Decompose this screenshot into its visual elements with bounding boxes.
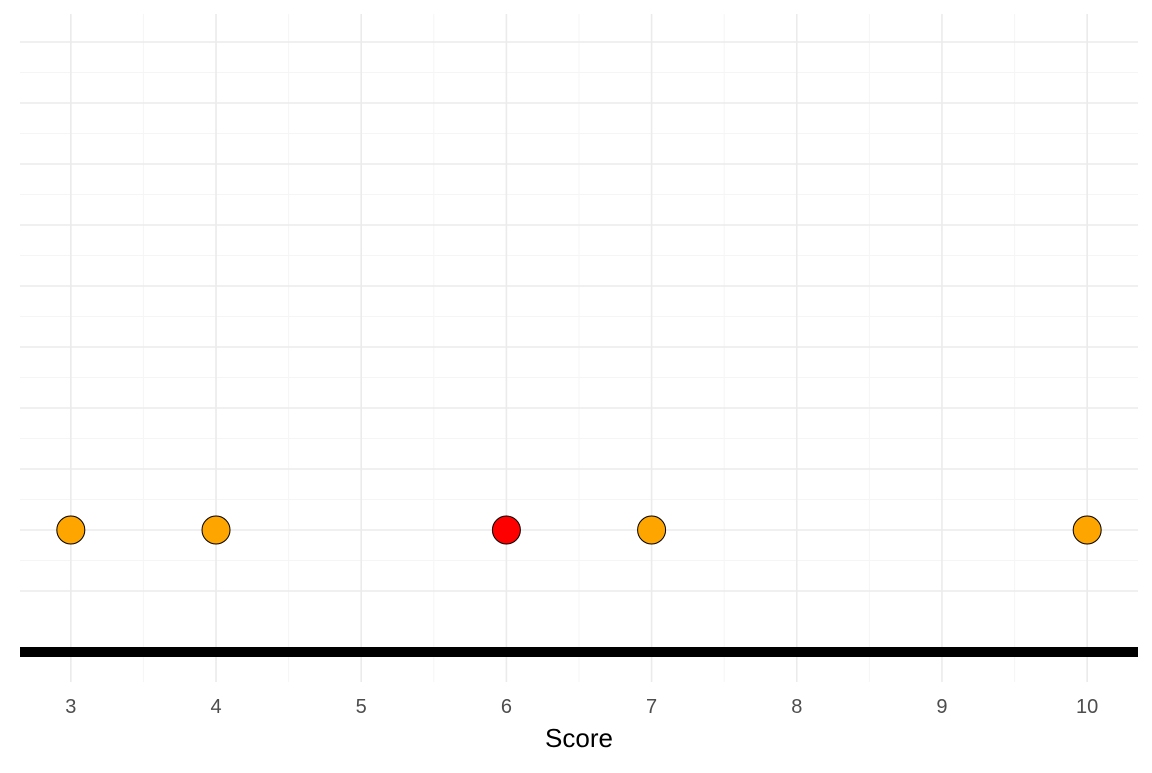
x-tick-label: 5 [356,696,367,718]
x-tick-label: 9 [936,696,947,718]
grid-lines [20,14,1138,682]
data-point [1072,515,1102,545]
data-points [56,515,1102,545]
x-tick-label: 4 [210,696,221,718]
x-tick-labels: 3 4 5 6 7 8 9 10 [65,696,1098,718]
x-tick-label: 6 [501,696,512,718]
x-tick-label: 10 [1076,696,1098,718]
x-tick-label: 7 [646,696,657,718]
x-axis-title: Score [545,723,613,753]
data-point [491,515,521,545]
data-point [56,515,86,545]
data-point [201,515,231,545]
x-tick-label: 3 [65,696,76,718]
x-tick-label: 8 [791,696,802,718]
data-point [637,515,667,545]
